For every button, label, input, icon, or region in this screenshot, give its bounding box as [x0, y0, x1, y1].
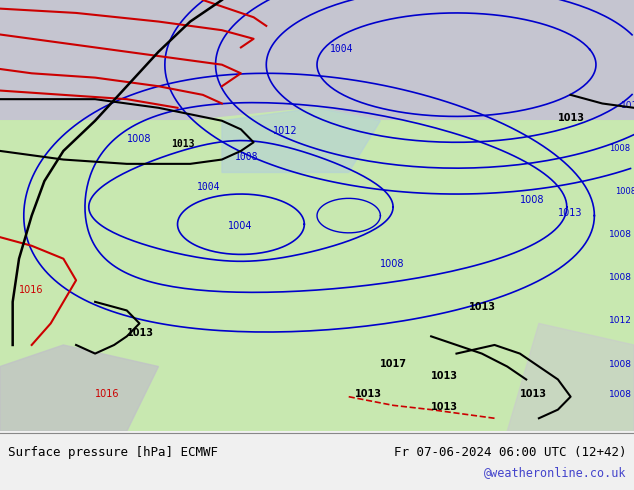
Polygon shape	[0, 0, 634, 121]
Text: 1013: 1013	[127, 328, 154, 338]
Text: 1008: 1008	[520, 195, 545, 205]
Text: 1017: 1017	[380, 359, 408, 368]
Text: 1008: 1008	[609, 360, 631, 368]
Text: 1013: 1013	[431, 402, 458, 412]
Polygon shape	[0, 345, 158, 431]
Text: 1013: 1013	[431, 371, 458, 381]
Text: 1008: 1008	[609, 390, 631, 399]
Text: 1008: 1008	[380, 259, 405, 270]
Polygon shape	[0, 108, 634, 431]
Text: 1008: 1008	[609, 144, 630, 153]
Text: 1012: 1012	[609, 317, 631, 325]
Text: 1016: 1016	[95, 389, 120, 399]
Text: Fr 07-06-2024 06:00 UTC (12+42): Fr 07-06-2024 06:00 UTC (12+42)	[394, 445, 626, 459]
Text: Surface pressure [hPa] ECMWF: Surface pressure [hPa] ECMWF	[8, 445, 218, 459]
Text: 1013: 1013	[558, 113, 585, 122]
Polygon shape	[507, 323, 634, 431]
Text: 1008: 1008	[235, 151, 258, 162]
Text: 1013: 1013	[558, 208, 583, 218]
Text: 1013: 1013	[520, 389, 547, 399]
Text: 1013: 1013	[355, 389, 382, 399]
Text: 1004: 1004	[197, 182, 220, 192]
Text: 1004: 1004	[330, 44, 353, 54]
Text: 1004: 1004	[228, 220, 253, 230]
Text: 1012: 1012	[621, 101, 634, 110]
Text: 1008: 1008	[615, 187, 634, 196]
Text: 1016: 1016	[19, 285, 44, 295]
Text: 1008: 1008	[609, 273, 631, 282]
Text: 1008: 1008	[609, 230, 631, 239]
Text: @weatheronline.co.uk: @weatheronline.co.uk	[484, 466, 626, 479]
Polygon shape	[222, 108, 380, 172]
Text: 1013: 1013	[469, 302, 496, 313]
Text: 1012: 1012	[273, 125, 297, 136]
Text: 1013: 1013	[171, 139, 195, 148]
Text: 1008: 1008	[127, 134, 152, 144]
